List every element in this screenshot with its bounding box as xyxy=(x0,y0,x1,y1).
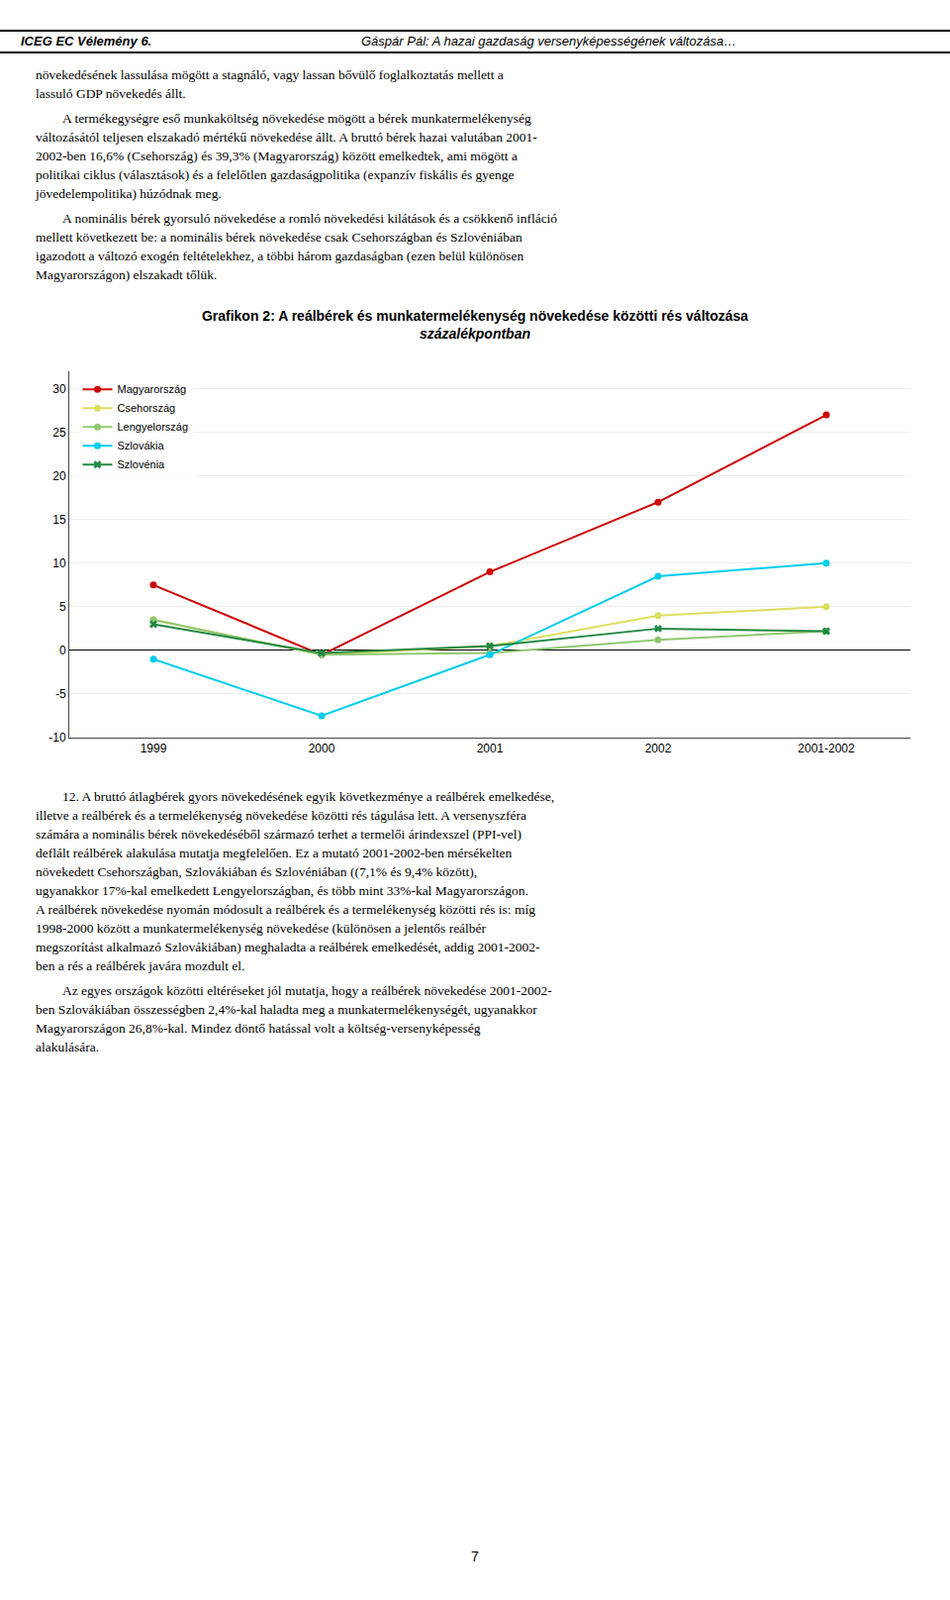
svg-text:-5: -5 xyxy=(55,686,67,701)
html-text:7: 7 xyxy=(471,1547,479,1564)
html-text:ugyanakkor 17%-kal emelkedett: ugyanakkor 17%-kal emelkedett Lengyelors… xyxy=(35,882,529,898)
svg-text:10: 10 xyxy=(52,556,67,570)
html-text:lassuló GDP növekedés állt.: lassuló GDP növekedés állt. xyxy=(35,86,186,101)
html-text:deflált reálbérek alakulása mu: deflált reálbérek alakulása mutatja megf… xyxy=(35,845,512,860)
html-text:ben Szlovákiában összességben: ben Szlovákiában összességben 2,4%-kal h… xyxy=(35,1001,538,1017)
svg-text:1999: 1999 xyxy=(140,741,168,756)
svg-text:15: 15 xyxy=(52,512,67,527)
svg-text:0: 0 xyxy=(59,643,67,658)
html-text:illetve a reálbérek és a terme: illetve a reálbérek és a termelékenység … xyxy=(35,807,527,823)
html-text:változásától teljesen elszakad: változásától teljesen elszakadó mértékű … xyxy=(35,129,538,145)
html-text:számára a nominális bérek növe: számára a nominális bérek növekedéséből … xyxy=(35,826,522,842)
html-text:mellett következett be: a nomi: mellett következett be: a nominális bére… xyxy=(35,229,523,245)
html-text:növekedett Csehországban, Szlo: növekedett Csehországban, Szlovákiában é… xyxy=(35,863,478,879)
html-text:igazodott a változó exogén fel: igazodott a változó exogén feltételekhez… xyxy=(35,248,524,264)
svg-text:Grafikon 2: A reálbérek és mun: Grafikon 2: A reálbérek és munkatermelék… xyxy=(201,307,749,342)
html-text:alakulására.: alakulására. xyxy=(35,1039,100,1054)
html-text:jövedelempolitika) húzódnak me: jövedelempolitika) húzódnak meg. xyxy=(35,186,222,201)
svg-text:2002: 2002 xyxy=(645,741,672,756)
html-text:politikai ciklus (választások): politikai ciklus (választások) és a fele… xyxy=(35,167,515,183)
html-text:Magyarországon) elszakadt tőlü: Magyarországon) elszakadt tőlük. xyxy=(35,267,218,283)
html-text:1998-2000 között a munkatermel: 1998-2000 között a munkatermelékenység n… xyxy=(35,920,486,936)
svg-text:2001-2002: 2001-2002 xyxy=(797,741,855,756)
svg-text:20: 20 xyxy=(52,469,67,483)
html-text:Magyarországon 26,8%-kal. Mind: Magyarországon 26,8%-kal. Mindez döntő h… xyxy=(35,1020,481,1036)
svg-text:-10: -10 xyxy=(48,730,67,745)
html-text:12. A bruttó átlagbérek gyors: 12. A bruttó átlagbérek gyors növekedésé… xyxy=(62,788,555,804)
svg-text:Szlovénia: Szlovénia xyxy=(117,458,167,471)
svg-text:2001: 2001 xyxy=(476,741,504,756)
svg-text:5: 5 xyxy=(59,599,67,614)
svg-text:30: 30 xyxy=(52,381,67,396)
html-text:megszorítást alkalmazó Szlovák: megszorítást alkalmazó Szlovákiában) meg… xyxy=(35,939,540,954)
html-text:Az egyes országok közötti elté: Az egyes országok közötti eltéréseket jó… xyxy=(62,982,552,998)
html-text:növekedésének lassulása mögött: növekedésének lassulása mögött a stagnál… xyxy=(35,67,504,83)
html-text:Gáspár Pál: A hazai gazdaság v: Gáspár Pál: A hazai gazdaság versenyképe… xyxy=(361,33,737,49)
html-text:A reálbérek növekedése nyomán: A reálbérek növekedése nyomán módosult a… xyxy=(35,901,536,917)
svg-text:2000: 2000 xyxy=(308,741,336,756)
svg-text:Magyarország: Magyarország xyxy=(117,382,188,395)
html-text:A nominális bérek gyorsuló növ: A nominális bérek gyorsuló növekedése a … xyxy=(62,210,558,226)
svg-text:Szlovákia: Szlovákia xyxy=(117,439,166,452)
html-text:ICEG EC Vélemény 6.: ICEG EC Vélemény 6. xyxy=(20,33,152,49)
svg-text:Lengyelország: Lengyelország xyxy=(117,420,190,433)
html-text:A termékegységre eső munkakölt: A termékegységre eső munkaköltség növeke… xyxy=(62,110,532,126)
html-text:2002-ben 16,6% (Csehország) és: 2002-ben 16,6% (Csehország) és 39,3% (Ma… xyxy=(35,148,518,164)
svg-text:25: 25 xyxy=(52,425,67,440)
svg-text:Csehország: Csehország xyxy=(117,401,177,414)
html-text:ben a rés a reálbérek javára m: ben a rés a reálbérek javára mozdult el. xyxy=(35,957,245,973)
